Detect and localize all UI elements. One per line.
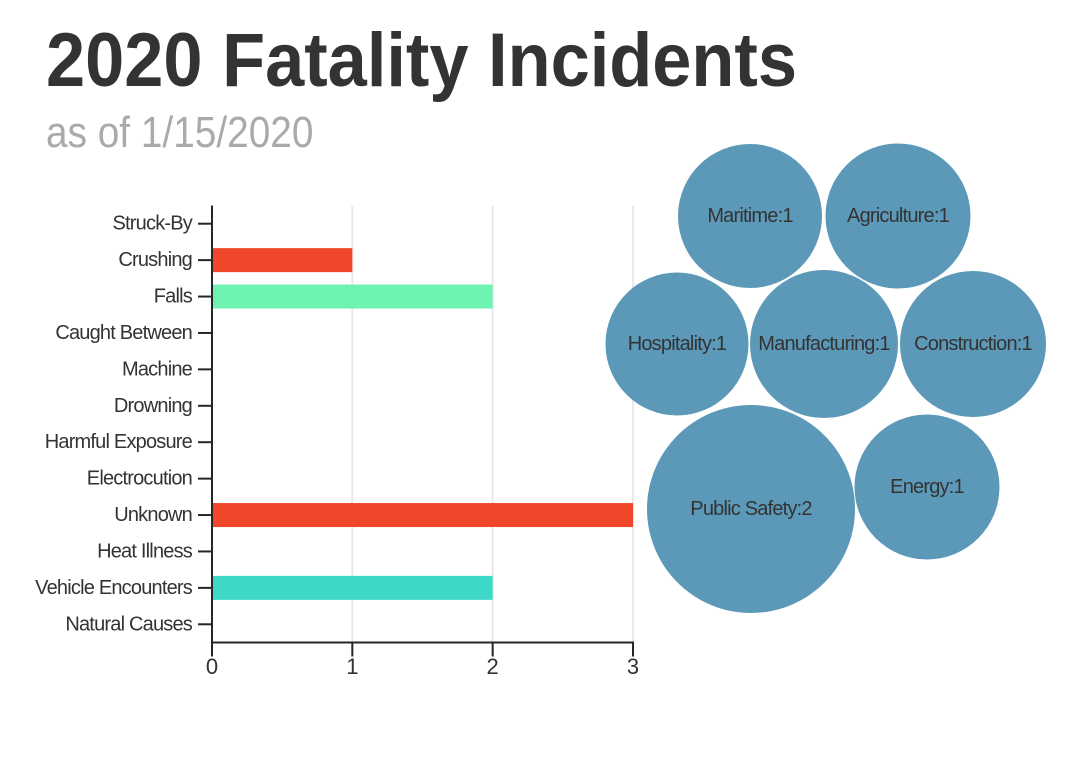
category-label: Struck-By bbox=[113, 213, 193, 235]
x-tick-label: 1 bbox=[346, 654, 358, 679]
category-label: Caught Between bbox=[55, 322, 192, 344]
bubble-manufacturing bbox=[750, 270, 898, 418]
category-label: Machine bbox=[122, 358, 193, 380]
category-label: Falls bbox=[154, 286, 193, 308]
bubble-label: Public Safety:2 bbox=[690, 498, 812, 520]
category-label: Vehicle Encounters bbox=[35, 577, 193, 599]
x-tick-label: 2 bbox=[487, 654, 499, 679]
bubble-maritime bbox=[678, 144, 822, 288]
bubble-label: Energy:1 bbox=[890, 476, 964, 498]
category-label: Harmful Exposure bbox=[45, 431, 193, 453]
bar-unknown bbox=[213, 503, 633, 528]
category-label: Electrocution bbox=[87, 468, 192, 490]
x-tick-label: 3 bbox=[627, 654, 639, 679]
bubble-label: Hospitality:1 bbox=[628, 333, 727, 355]
category-label: Unknown bbox=[114, 504, 192, 526]
category-label: Natural Causes bbox=[65, 613, 192, 635]
bar-falls bbox=[213, 284, 493, 309]
bubble-label: Manufacturing:1 bbox=[758, 333, 890, 355]
bubble-hospitality bbox=[605, 272, 749, 416]
category-label: Drowning bbox=[114, 395, 192, 417]
bubble-label: Construction:1 bbox=[914, 333, 1032, 355]
bubble-construction bbox=[900, 271, 1046, 417]
page-title: 2020 Fatality Incidents bbox=[46, 18, 797, 103]
category-label: Crushing bbox=[118, 249, 192, 271]
bubble-energy bbox=[854, 414, 1000, 560]
category-label: Heat Illness bbox=[97, 540, 193, 562]
bubble-label: Agriculture:1 bbox=[847, 205, 950, 227]
x-tick-label: 0 bbox=[206, 654, 218, 679]
bar-crushing bbox=[213, 248, 353, 273]
bubble-label: Maritime:1 bbox=[707, 205, 793, 227]
page-subtitle: as of 1/15/2020 bbox=[46, 108, 314, 157]
bar-vehicle-encounters bbox=[213, 575, 493, 600]
bubble-agriculture bbox=[825, 143, 971, 289]
bubble-public-safety bbox=[647, 405, 855, 613]
